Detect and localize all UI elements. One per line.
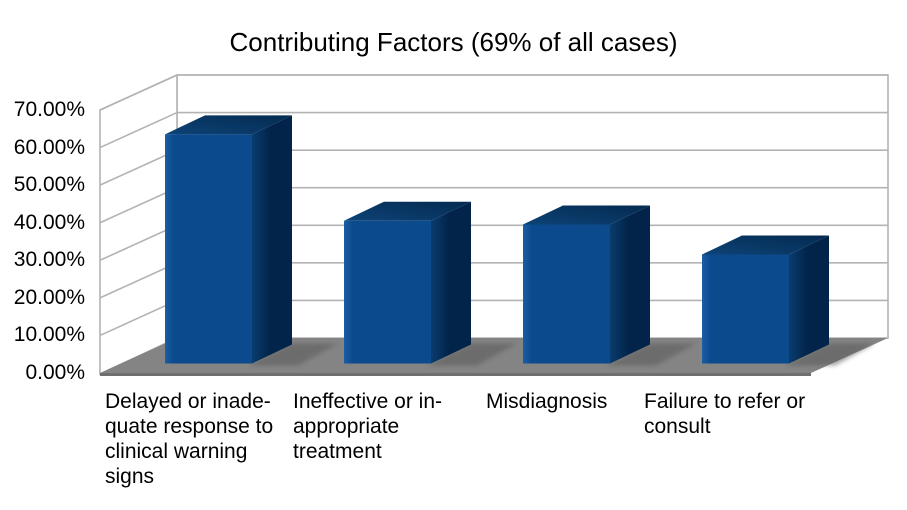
x-axis-label-line: Failure to refer or (644, 390, 806, 413)
gridline-side-wall (99, 149, 178, 186)
bar-top-face (165, 115, 292, 135)
x-axis-label: Misdiagnosis (486, 389, 676, 414)
gridline-side-wall (99, 262, 178, 299)
y-axis-tick-label: 10.00% (13, 323, 85, 347)
x-axis-label-line: consult (644, 415, 711, 438)
bar-side-face (789, 235, 829, 364)
y-axis-tick-label: 70.00% (13, 98, 85, 121)
x-axis-label-line: Misdiagnosis (486, 390, 608, 413)
bar-top-face (344, 201, 471, 221)
y-axis-tick-label: 40.00% (13, 210, 85, 234)
bar-shadow (606, 343, 696, 366)
gridline-side-wall (99, 299, 178, 337)
bar-side-face (252, 115, 292, 364)
x-axis-label-line: appropriate (293, 415, 400, 438)
y-axis-tick-label: 20.00% (13, 285, 85, 309)
bar-shadow (427, 343, 517, 366)
chart-floor-edge (100, 373, 811, 376)
y-axis-tick-label: 60.00% (13, 135, 85, 159)
bar-shadow (248, 343, 338, 366)
gridline-side-wall (99, 74, 178, 111)
y-axis-tick-label: 30.00% (13, 248, 85, 272)
x-axis-label-line: Delayed or inade- (105, 390, 271, 413)
gridline-side-wall (99, 111, 178, 149)
bar-side-face (431, 201, 471, 364)
x-axis-label-line: signs (105, 465, 155, 488)
bar-top-face (523, 205, 650, 225)
x-axis-label: Delayed or inade-quate response to clinic… (105, 389, 295, 489)
x-axis-label-line: treatment (293, 440, 382, 463)
bar-side-face (610, 205, 650, 364)
x-axis-label-line: quate response to (105, 415, 274, 438)
y-axis-tick-label: 0.00% (25, 361, 85, 384)
bar-top-face (702, 235, 829, 255)
x-axis-label-line: Ineffective or in- (293, 390, 443, 413)
x-axis-label: Ineffective or in-appropriate treatment (293, 389, 483, 464)
bar-shadow (785, 343, 875, 366)
bar (523, 224, 610, 364)
gridline-side-wall (99, 186, 178, 224)
chart-title: Contributing Factors (69% of all cases) (229, 27, 678, 57)
gridline-side-wall (99, 224, 178, 262)
bar (165, 134, 252, 364)
y-axis-tick-label: 50.00% (13, 173, 85, 197)
bar (344, 220, 431, 364)
x-axis-label: Failure to refer or consult (644, 389, 834, 439)
x-axis-label-line: clinical warning (105, 440, 248, 463)
bar (702, 254, 789, 364)
